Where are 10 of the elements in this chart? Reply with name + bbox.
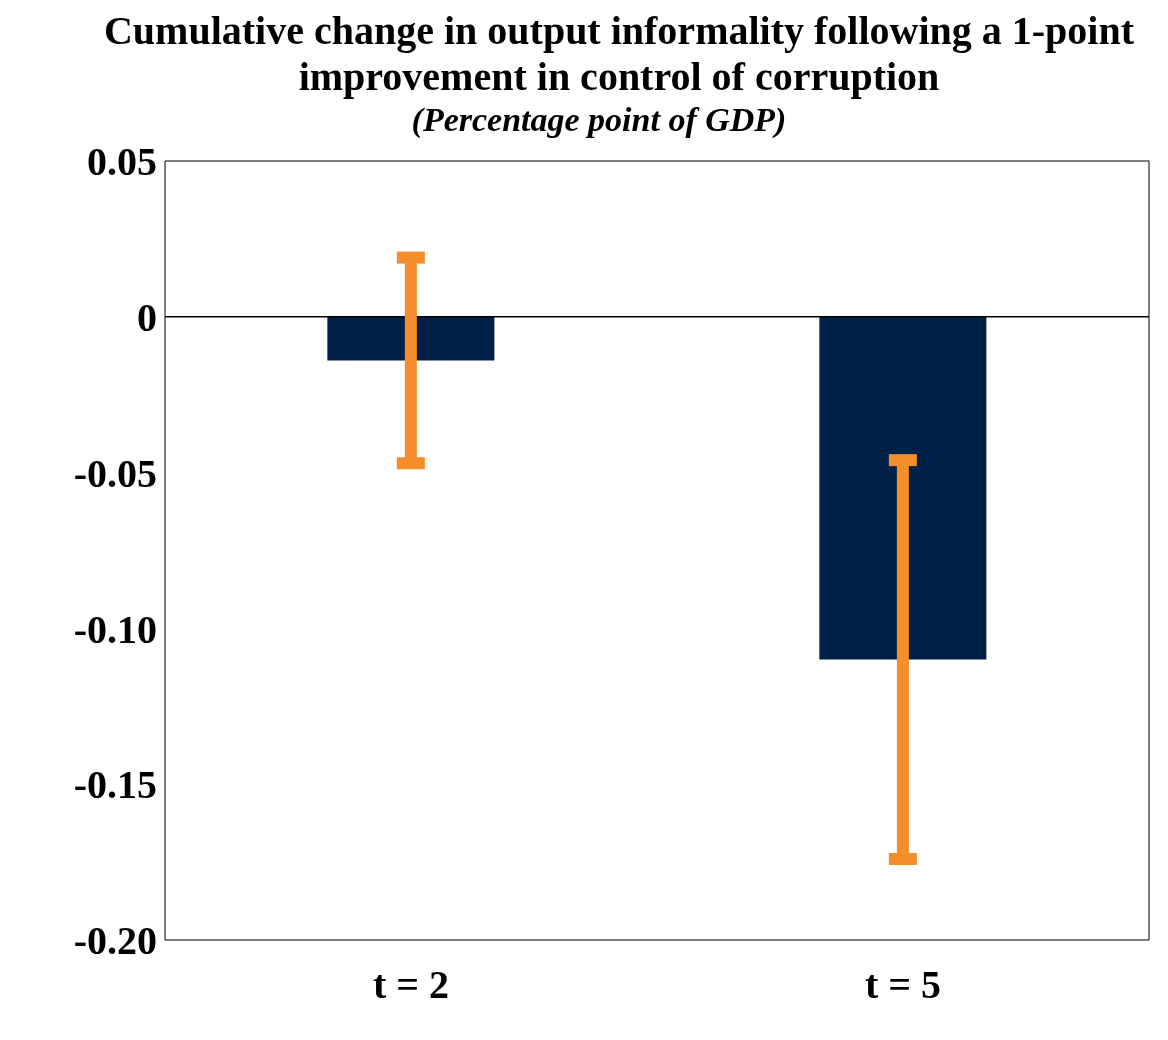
y-tick-label: -0.05 [73, 450, 157, 496]
y-tick-label: -0.15 [73, 762, 157, 808]
y-tick-label: -0.10 [73, 606, 157, 652]
y-tick-label: 0 [137, 295, 157, 340]
x-tick-label: t = 2 [372, 962, 450, 1008]
y-tick-label: 0.05 [87, 139, 157, 185]
chart-title: Cumulative change in output informality following a 1-point improvement in control of corruption [102, 8, 1136, 100]
y-tick-label: -0.20 [73, 918, 157, 964]
chart-subtitle: (Percentage point of GDP) [410, 100, 788, 140]
x-tick-label: t = 5 [864, 962, 942, 1008]
